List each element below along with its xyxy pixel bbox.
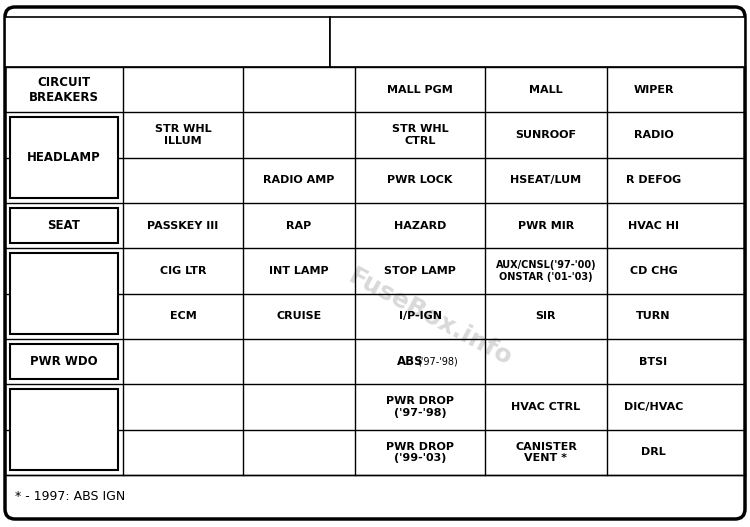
Bar (10, 118, 118, 198)
Text: DIC/HVAC: DIC/HVAC (624, 402, 683, 412)
Text: INT LAMP: INT LAMP (269, 266, 328, 276)
Text: PASSKEY III: PASSKEY III (147, 221, 219, 231)
Text: MALL PGM: MALL PGM (387, 85, 453, 95)
Text: BTSI: BTSI (640, 357, 668, 367)
Text: HVAC HI: HVAC HI (628, 221, 679, 231)
Text: FuseBox.info: FuseBox.info (344, 264, 516, 370)
Text: I/P-IGN: I/P-IGN (398, 311, 442, 321)
Text: HAZARD: HAZARD (394, 221, 446, 231)
Text: TURN: TURN (636, 311, 670, 321)
Text: ('97-'98): ('97-'98) (418, 357, 458, 367)
Text: AUX/CNSL('97-'00)
ONSTAR ('01-'03): AUX/CNSL('97-'00) ONSTAR ('01-'03) (496, 260, 596, 282)
Text: PWR MIR: PWR MIR (518, 221, 574, 231)
Text: RAP: RAP (286, 221, 312, 231)
Text: R DEFOG: R DEFOG (626, 175, 681, 186)
Text: CRUISE: CRUISE (276, 311, 322, 321)
Text: PWR DROP
('99-'03): PWR DROP ('99-'03) (386, 442, 454, 463)
Text: HEADLAMP: HEADLAMP (27, 151, 100, 164)
Text: CIG LTR: CIG LTR (160, 266, 206, 276)
Text: ECM: ECM (170, 311, 196, 321)
Text: SEAT: SEAT (47, 219, 80, 232)
Text: CANISTER
VENT *: CANISTER VENT * (515, 442, 577, 463)
Bar (10, 253, 118, 334)
Bar (5, 17, 330, 67)
Bar (10, 208, 118, 243)
Text: RADIO AMP: RADIO AMP (263, 175, 334, 186)
FancyBboxPatch shape (5, 7, 745, 519)
Text: PWR WDO: PWR WDO (30, 355, 98, 368)
Bar (330, 17, 745, 67)
Text: PWR LOCK: PWR LOCK (387, 175, 453, 186)
Text: STOP LAMP: STOP LAMP (384, 266, 456, 276)
Text: SUNROOF: SUNROOF (515, 130, 577, 140)
Text: * - 1997: ABS IGN: * - 1997: ABS IGN (15, 491, 125, 503)
Bar (10, 344, 118, 379)
Text: WIPER: WIPER (633, 85, 674, 95)
Text: STR WHL
CTRL: STR WHL CTRL (392, 124, 448, 146)
Text: SIR: SIR (536, 311, 556, 321)
Text: HVAC CTRL: HVAC CTRL (512, 402, 580, 412)
Text: CD CHG: CD CHG (630, 266, 677, 276)
Text: RADIO: RADIO (634, 130, 674, 140)
Text: HSEAT/LUM: HSEAT/LUM (511, 175, 581, 186)
Text: MALL: MALL (530, 85, 562, 95)
Text: DRL: DRL (641, 447, 666, 457)
Text: CIRCUIT
BREAKERS: CIRCUIT BREAKERS (29, 76, 99, 104)
Text: PWR DROP
('97-'98): PWR DROP ('97-'98) (386, 396, 454, 418)
Bar (10, 389, 118, 470)
Text: STR WHL
ILLUM: STR WHL ILLUM (154, 124, 212, 146)
Text: ABS: ABS (397, 355, 423, 368)
